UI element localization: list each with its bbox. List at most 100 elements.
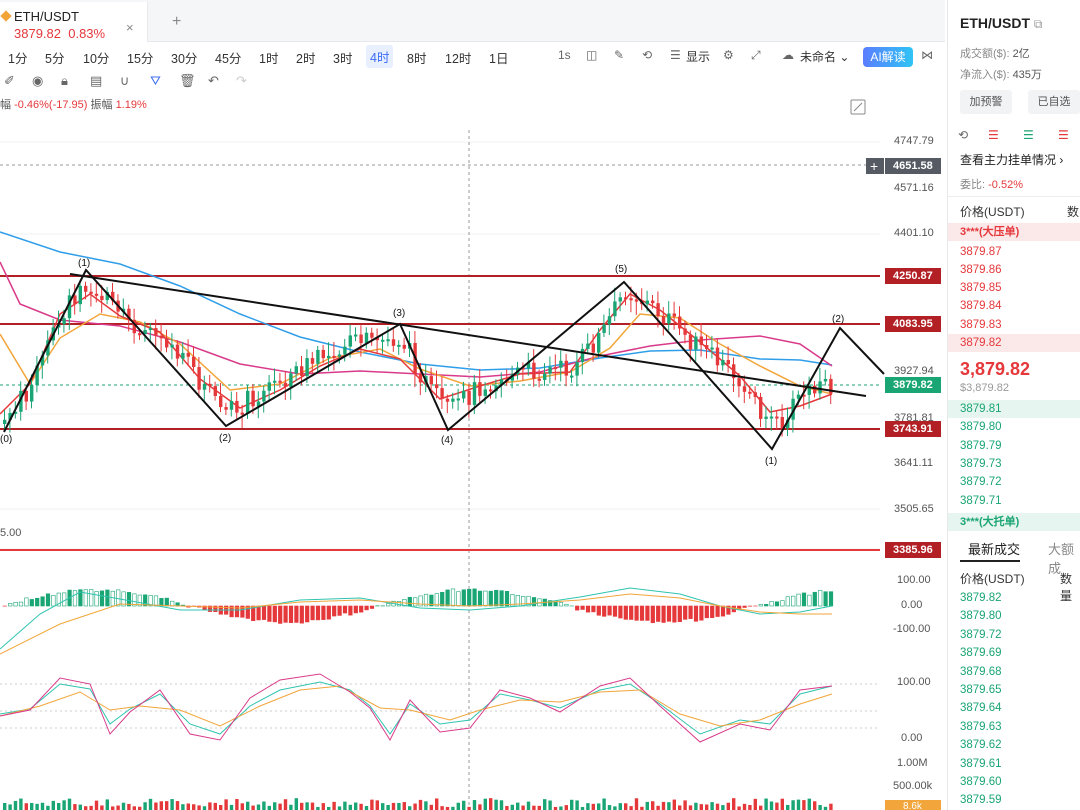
- display-button[interactable]: 显示: [686, 50, 711, 64]
- tf-8h[interactable]: 8时: [407, 52, 427, 66]
- candle-body: [645, 300, 649, 305]
- macd-bar: [639, 605, 645, 621]
- ask-price[interactable]: 3879.85: [960, 282, 1002, 294]
- volume-bar: [586, 803, 590, 810]
- orderbook-both-icon[interactable]: ☰: [988, 128, 999, 142]
- tf-4h[interactable]: 4时: [366, 45, 394, 68]
- bid-price[interactable]: 3879.72: [960, 476, 1002, 488]
- kline-chart[interactable]: (1) (2) (3) (4) (5) (1) (2) (0) 5.00 8.6…: [0, 94, 945, 810]
- close-icon[interactable]: ×: [126, 20, 134, 35]
- orderbook-mode-icon[interactable]: ⟲: [958, 128, 969, 142]
- settings-list-icon[interactable]: ☰: [670, 48, 681, 62]
- volume-bar: [305, 802, 309, 810]
- copy-icon[interactable]: ⧉: [1033, 17, 1043, 31]
- elliott-wave-drawing: [3, 268, 885, 451]
- tab-latest-trades[interactable]: 最新成交: [968, 542, 1021, 557]
- main-orders-link[interactable]: 查看主力挂单情况 ›: [960, 153, 1064, 167]
- bid-price[interactable]: 3879.71: [960, 495, 1002, 507]
- candle-body: [526, 362, 531, 369]
- tf-30m[interactable]: 30分: [171, 52, 198, 66]
- tf-45m[interactable]: 45分: [215, 52, 242, 66]
- tf-1m[interactable]: 1分: [8, 52, 28, 66]
- add-tab-icon[interactable]: +: [172, 13, 182, 30]
- orderbook-bids-icon[interactable]: ☰: [1023, 128, 1034, 142]
- tf-3h[interactable]: 3时: [333, 52, 353, 66]
- volume-bar: [148, 798, 153, 810]
- tf-1h[interactable]: 1时: [259, 52, 279, 66]
- candle-body: [510, 374, 514, 381]
- candle-body: [24, 390, 28, 402]
- volume-bar: [521, 805, 525, 810]
- replay-icon[interactable]: ⟲: [642, 48, 653, 62]
- tf-1d[interactable]: 1日: [489, 52, 509, 66]
- volume-bar: [597, 803, 601, 810]
- bid-price[interactable]: 3879.73: [960, 458, 1002, 470]
- camera-icon[interactable]: ◫: [586, 48, 598, 62]
- candle-body: [786, 419, 790, 429]
- share-icon[interactable]: ⋈: [921, 48, 933, 62]
- macd-bar: [666, 605, 672, 622]
- tf-5m[interactable]: 5分: [45, 52, 65, 66]
- macd-bar: [353, 605, 358, 614]
- macd-bar: [456, 591, 461, 607]
- favorited-button[interactable]: 已自选: [1028, 90, 1080, 114]
- macd-bar: [612, 605, 618, 617]
- volume-bar: [742, 803, 747, 810]
- macd-dea: [0, 593, 832, 655]
- macd-axis-label: 0.00: [901, 599, 922, 611]
- bid-price[interactable]: 3879.79: [960, 440, 1002, 452]
- undo-icon[interactable]: ↶: [208, 73, 219, 88]
- tab-big-trades[interactable]: 大额成: [1048, 542, 1075, 576]
- fullscreen-icon[interactable]: ⤢: [751, 48, 761, 62]
- ai-analysis-button[interactable]: AI解读: [863, 47, 913, 67]
- ask-price[interactable]: 3879.84: [960, 300, 1002, 312]
- redo-icon[interactable]: ↷: [236, 73, 247, 88]
- candle-body: [84, 285, 88, 292]
- candle-body: [89, 291, 93, 294]
- macd-bar: [531, 597, 537, 607]
- ask-price[interactable]: 3879.82: [960, 337, 1002, 349]
- volume-bar: [386, 804, 390, 810]
- volume-bar: [13, 800, 18, 810]
- tab-eth-usdt[interactable]: ETH/USDT 3879.82 0.83% ×: [0, 2, 148, 42]
- volume-bar: [219, 804, 223, 810]
- trash-icon[interactable]: 🗑︎: [179, 73, 196, 88]
- volume-bar: [197, 805, 201, 810]
- candle-body: [618, 297, 622, 302]
- add-alert-button[interactable]: 加预警: [960, 90, 1012, 114]
- bid-price[interactable]: 3879.80: [960, 421, 1002, 433]
- candle-body: [159, 335, 163, 339]
- tab-price: 3879.82 0.83%: [14, 26, 106, 41]
- filter-icon[interactable]: ⛛: [150, 73, 161, 88]
- brush-icon[interactable]: ✐: [4, 73, 15, 88]
- lock-icon[interactable]: 🔒︎: [61, 73, 68, 88]
- cloud-icon[interactable]: ☁: [782, 48, 794, 62]
- ask-price[interactable]: 3879.83: [960, 319, 1002, 331]
- candle-body: [764, 416, 768, 419]
- ask-price[interactable]: 3879.87: [960, 246, 1002, 258]
- volume-bar: [445, 806, 450, 810]
- tf-2h[interactable]: 2时: [296, 52, 316, 66]
- volume-bar: [240, 803, 244, 810]
- tf-12h[interactable]: 12时: [445, 52, 472, 66]
- pen-icon[interactable]: ✎: [614, 48, 625, 62]
- eye-icon[interactable]: ◉: [32, 73, 44, 88]
- right-panel: ETH/USDT ⧉ 成交额($): 2亿 净流入($): 435万 加预警 已…: [947, 0, 1080, 810]
- tf-15m[interactable]: 15分: [127, 52, 154, 66]
- volume-bar: [402, 802, 406, 810]
- gear-icon[interactable]: ⚙: [723, 48, 734, 62]
- volume-bar: [748, 804, 752, 810]
- ask-price[interactable]: 3879.86: [960, 264, 1002, 276]
- note-icon[interactable]: ▤: [90, 73, 103, 88]
- magnet-icon[interactable]: ∪: [120, 73, 130, 88]
- tf-10m[interactable]: 10分: [83, 52, 110, 66]
- volume-bar: [715, 803, 720, 810]
- candle-body: [570, 375, 574, 378]
- tf-1s[interactable]: 1s: [558, 48, 571, 62]
- candle-body: [121, 308, 126, 312]
- orderbook-asks-icon[interactable]: ☰: [1058, 128, 1069, 142]
- candle-body: [462, 390, 466, 399]
- layout-name[interactable]: 未命名 ⌄: [800, 50, 850, 64]
- bid-price[interactable]: 3879.81: [960, 403, 1002, 415]
- macd-bar: [828, 591, 834, 607]
